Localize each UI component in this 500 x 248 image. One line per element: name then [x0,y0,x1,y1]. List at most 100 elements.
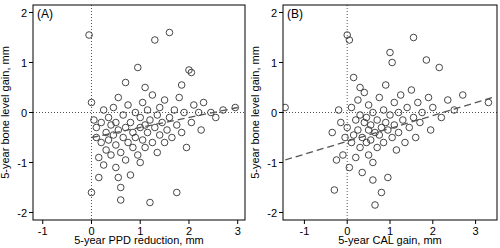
scatter-point [402,139,409,146]
scatter-point [382,119,389,126]
scatter-point [137,159,144,166]
scatter-point [166,29,173,36]
scatter-point [408,87,415,94]
scatter-point [169,134,176,141]
scatter-point [367,122,374,129]
scatter-point [410,114,417,121]
x-axis-label: 5-year PPD reduction, mm [74,234,204,246]
scatter-point [355,127,362,134]
figure: -10123-2-1012(A)5-year PPD reduction, mm… [0,0,500,248]
scatter-point [393,147,400,154]
scatter-point [357,84,364,91]
scatter-point [173,122,180,129]
y-tick-label: 1 [21,57,27,69]
scatter-point [331,187,338,194]
y-axis-label: 5-year bone level gain, mm [249,46,261,179]
scatter-point [139,99,146,106]
y-tick [29,62,33,63]
scatter-point [430,104,437,111]
scatter-point [283,104,288,111]
y-tick [279,112,283,113]
x-tick-label: 3 [473,225,479,237]
scatter-point [389,59,396,66]
y-tick-label: 0 [271,107,277,119]
y-tick-label: 2 [21,7,27,19]
y-tick-label: 0 [21,107,27,119]
y-tick [279,212,283,213]
scatter-point [98,139,105,146]
scatter-point [178,129,185,136]
scatter-point [355,97,362,104]
y-tick [279,162,283,163]
scatter-point [173,189,180,196]
scatter-point [380,107,387,114]
x-tick [304,220,305,224]
scatter-point [117,197,124,204]
scatter-point [181,109,188,116]
scatter-point [117,184,124,191]
plot-area [33,5,245,220]
scatter-point [385,174,392,181]
scatter-point [346,37,353,44]
scatter-point [423,57,430,64]
scatter-point [120,112,127,119]
scatter-point [183,144,190,151]
scatter-point [348,104,355,111]
scatter-point [161,97,168,104]
scatter-point [365,152,372,159]
scatter-point [154,149,161,156]
scatter-point [113,142,120,149]
scatter-point [188,69,195,76]
scatter-point [142,84,149,91]
scatter-point [200,99,207,106]
scatter-point [344,124,351,131]
scatter-point [372,202,379,209]
scatter-point [436,64,443,71]
scatter-point [365,102,372,109]
x-tick [42,220,43,224]
scatter-point [137,114,144,121]
scatter-point [88,189,95,196]
scatter-point [100,162,107,169]
scatter-point [370,159,377,166]
x-tick [390,220,391,224]
panel-title: (B) [287,7,303,21]
scatter-point [397,92,404,99]
scatter-point [395,109,402,116]
y-tick [29,162,33,163]
scatter-point [113,164,120,171]
x-tick [347,220,348,224]
y-tick [279,12,283,13]
plot-frame [33,5,245,220]
x-tick [91,220,92,224]
y-tick-label: -1 [17,157,27,169]
scatter-point [406,124,413,131]
scatter-point [387,112,394,119]
scatter-point [88,99,95,106]
scatter-point [149,139,156,146]
trend-line [285,98,493,161]
scatter-point [134,64,141,71]
scatter-point [459,92,466,99]
x-tick-label: 3 [235,225,241,237]
scatter-point [376,94,383,101]
x-tick [432,220,433,224]
scatter-point [91,117,98,124]
scatter-point [95,154,102,161]
x-tick-label: -1 [300,225,310,237]
x-tick [237,220,238,224]
scatter-point [95,174,102,181]
y-tick-label: -2 [17,207,27,219]
scatter-point [125,102,132,109]
scatter-point [333,157,340,164]
scatter-point [425,94,432,101]
y-tick-label: 1 [271,57,277,69]
scatter-point [198,127,205,134]
scatter-point [144,129,151,136]
plot-area [283,5,497,220]
y-axis-label: 5-year bone level gain, mm [0,46,11,179]
scatter-point [415,99,422,106]
scatter-point [191,102,198,109]
y-tick-label: 2 [271,7,277,19]
trend-line [91,108,237,138]
